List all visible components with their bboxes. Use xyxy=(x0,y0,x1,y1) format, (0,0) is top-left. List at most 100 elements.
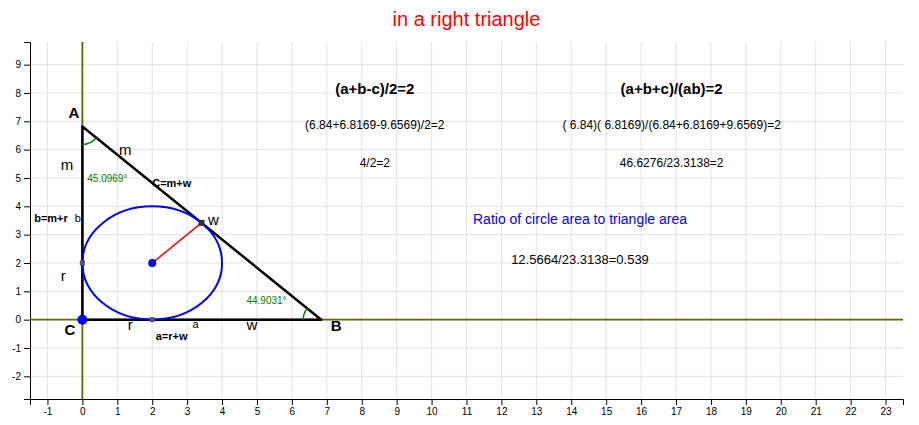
x-tick-label: 3 xyxy=(185,406,191,417)
formula-line: ( 6.84)( 6.8169)/(6.84+6.8169+9.6569)=2 xyxy=(562,118,781,132)
x-axis: -101234567891011121314151617181920212223 xyxy=(31,399,904,417)
annotations: CAB45.0969°44.9031°mwmrrwbaC=m+wb=m+ra=r… xyxy=(34,80,781,342)
plot-marks xyxy=(30,42,903,399)
x-tick-mark xyxy=(117,399,118,405)
x-tick-mark xyxy=(816,399,817,405)
x-tick-label: 4 xyxy=(220,406,226,417)
x-tick: 3 xyxy=(185,399,191,417)
hypotenuse-tangent-point xyxy=(199,220,205,226)
y-tick-mark xyxy=(24,348,30,349)
angle-label: 45.0969° xyxy=(87,173,127,184)
x-tick-label: 19 xyxy=(741,406,753,417)
grid-line xyxy=(885,42,886,399)
grid-line xyxy=(30,234,903,235)
x-tick-mark xyxy=(851,399,852,405)
side-label: w xyxy=(207,211,219,228)
y-tick: 0 xyxy=(15,314,30,325)
side-label: m xyxy=(61,156,74,173)
y-tick-mark xyxy=(24,320,30,321)
grid-line xyxy=(30,348,903,349)
grid-line xyxy=(850,42,851,399)
x-tick-label: 18 xyxy=(706,406,718,417)
vertex-dot xyxy=(77,315,87,325)
x-tick-label: 16 xyxy=(636,406,648,417)
formula-line: 4/2=2 xyxy=(360,156,391,170)
side-label: m xyxy=(119,141,131,158)
y-tick-label: 5 xyxy=(15,173,21,184)
side-label: r xyxy=(61,267,66,284)
tangent-point xyxy=(80,261,85,266)
y-tick-label: 4 xyxy=(15,201,21,212)
x-tick: 10 xyxy=(427,399,439,417)
grid-line xyxy=(291,42,292,399)
y-tick-mark xyxy=(24,235,30,236)
x-tick-label: 6 xyxy=(290,406,296,417)
vertex-label: B xyxy=(331,317,342,334)
formula-title: (a+b-c)/2=2 xyxy=(335,80,414,97)
formula-line: 46.6276/23.3138=2 xyxy=(620,156,724,170)
radius-line xyxy=(152,223,201,263)
x-tick-label: 15 xyxy=(601,406,613,417)
y-tick-mark xyxy=(24,376,30,377)
triangle xyxy=(82,127,321,320)
y-tick: 3 xyxy=(15,229,30,240)
x-tick-label: 1 xyxy=(115,406,121,417)
side-name: b xyxy=(75,212,81,224)
y-tick: 9 xyxy=(15,59,30,70)
y-tick-mark xyxy=(24,150,30,151)
grid-line xyxy=(30,263,903,264)
y-tick-mark xyxy=(24,93,30,94)
x-tick: 9 xyxy=(394,399,400,417)
ratio-label: Ratio of circle area to triangle area xyxy=(473,211,687,227)
grid-line xyxy=(466,42,467,399)
x-tick-mark xyxy=(536,399,537,405)
angle-arc xyxy=(82,138,96,145)
grid-line xyxy=(30,149,903,150)
formula-line: (6.84+6.8169-9.6569)/2=2 xyxy=(305,118,445,132)
x-tick: -1 xyxy=(44,399,53,417)
x-tick-mark xyxy=(292,399,293,405)
y-tick: 5 xyxy=(15,173,30,184)
x-tick-label: 21 xyxy=(811,406,823,417)
x-tick-label: 12 xyxy=(496,406,508,417)
x-tick-mark xyxy=(711,399,712,405)
grid xyxy=(30,42,903,399)
x-tick: 6 xyxy=(290,399,296,417)
x-tick-label: 7 xyxy=(325,406,331,417)
grid-line xyxy=(30,93,903,94)
grid-line xyxy=(326,42,327,399)
x-tick: 19 xyxy=(741,399,753,417)
grid-line xyxy=(745,42,746,399)
y-tick-mark xyxy=(24,263,30,264)
y-tick: 1 xyxy=(15,286,30,297)
x-tick-mark xyxy=(327,399,328,405)
y-tick-label: 6 xyxy=(15,144,21,155)
x-tick-mark xyxy=(676,399,677,405)
y-tick-label: -1 xyxy=(12,343,21,354)
grid-line xyxy=(780,42,781,399)
y-tick: 2 xyxy=(15,258,30,269)
grid-line xyxy=(117,42,118,399)
grid-line xyxy=(30,291,903,292)
x-tick-label: 2 xyxy=(150,406,156,417)
x-tick-mark xyxy=(257,399,258,405)
formula-title: (a+b+c)/(ab)=2 xyxy=(621,80,723,97)
side-label: w xyxy=(246,316,258,333)
x-tick-mark xyxy=(222,399,223,405)
y-tick: -1 xyxy=(12,343,30,354)
x-tick: 8 xyxy=(359,399,365,417)
x-tick-label: 22 xyxy=(846,406,858,417)
grid-line xyxy=(222,42,223,399)
grid-line xyxy=(187,42,188,399)
x-tick-label: 11 xyxy=(462,406,473,417)
x-tick-mark xyxy=(397,399,398,405)
x-tick-mark xyxy=(187,399,188,405)
x-tick-mark xyxy=(606,399,607,405)
y-tick-label: 3 xyxy=(15,229,21,240)
x-tick-label: 0 xyxy=(80,406,86,417)
title: in a right triangle xyxy=(393,8,541,30)
x-tick: 0 xyxy=(80,399,86,417)
y-axis-line xyxy=(24,43,31,400)
side-equation: C=m+w xyxy=(152,177,192,189)
x-tick: 15 xyxy=(601,399,613,417)
